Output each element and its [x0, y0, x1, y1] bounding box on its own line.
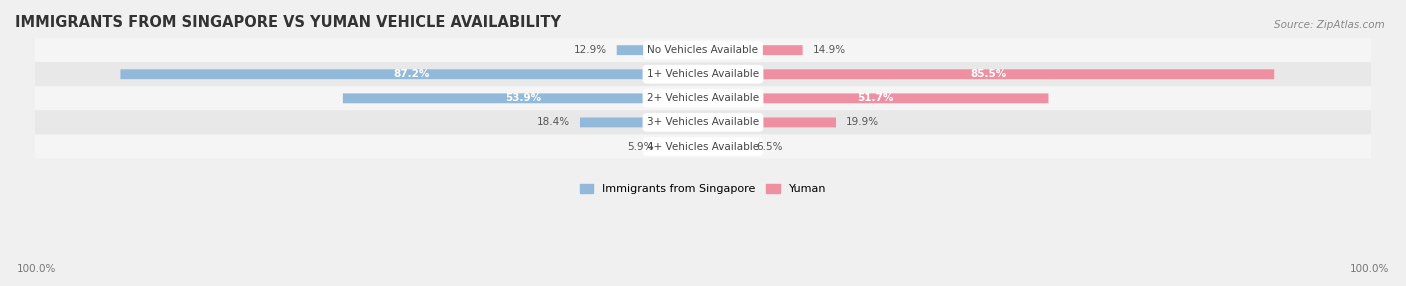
Text: No Vehicles Available: No Vehicles Available	[648, 45, 758, 55]
Text: 3+ Vehicles Available: 3+ Vehicles Available	[647, 118, 759, 128]
FancyBboxPatch shape	[35, 86, 1371, 110]
Text: 51.7%: 51.7%	[858, 93, 894, 103]
FancyBboxPatch shape	[581, 118, 703, 127]
FancyBboxPatch shape	[703, 69, 1274, 79]
FancyBboxPatch shape	[703, 94, 1049, 103]
Text: 2+ Vehicles Available: 2+ Vehicles Available	[647, 93, 759, 103]
FancyBboxPatch shape	[664, 142, 703, 152]
Text: 53.9%: 53.9%	[505, 93, 541, 103]
Text: 85.5%: 85.5%	[970, 69, 1007, 79]
FancyBboxPatch shape	[703, 45, 803, 55]
Text: 5.9%: 5.9%	[627, 142, 654, 152]
Text: 100.0%: 100.0%	[17, 264, 56, 274]
Text: Source: ZipAtlas.com: Source: ZipAtlas.com	[1274, 20, 1385, 30]
Text: 6.5%: 6.5%	[756, 142, 783, 152]
Text: 87.2%: 87.2%	[394, 69, 430, 79]
Text: 4+ Vehicles Available: 4+ Vehicles Available	[647, 142, 759, 152]
FancyBboxPatch shape	[703, 118, 837, 127]
Text: 100.0%: 100.0%	[1350, 264, 1389, 274]
FancyBboxPatch shape	[35, 38, 1371, 62]
FancyBboxPatch shape	[35, 110, 1371, 134]
Text: 12.9%: 12.9%	[574, 45, 607, 55]
FancyBboxPatch shape	[617, 45, 703, 55]
FancyBboxPatch shape	[35, 62, 1371, 86]
Text: 14.9%: 14.9%	[813, 45, 845, 55]
Text: 1+ Vehicles Available: 1+ Vehicles Available	[647, 69, 759, 79]
Text: 18.4%: 18.4%	[537, 118, 569, 128]
FancyBboxPatch shape	[35, 134, 1371, 158]
Text: 19.9%: 19.9%	[846, 118, 879, 128]
FancyBboxPatch shape	[121, 69, 703, 79]
Text: IMMIGRANTS FROM SINGAPORE VS YUMAN VEHICLE AVAILABILITY: IMMIGRANTS FROM SINGAPORE VS YUMAN VEHIC…	[15, 15, 561, 30]
FancyBboxPatch shape	[343, 94, 703, 103]
FancyBboxPatch shape	[703, 142, 747, 152]
Legend: Immigrants from Singapore, Yuman: Immigrants from Singapore, Yuman	[575, 179, 831, 199]
